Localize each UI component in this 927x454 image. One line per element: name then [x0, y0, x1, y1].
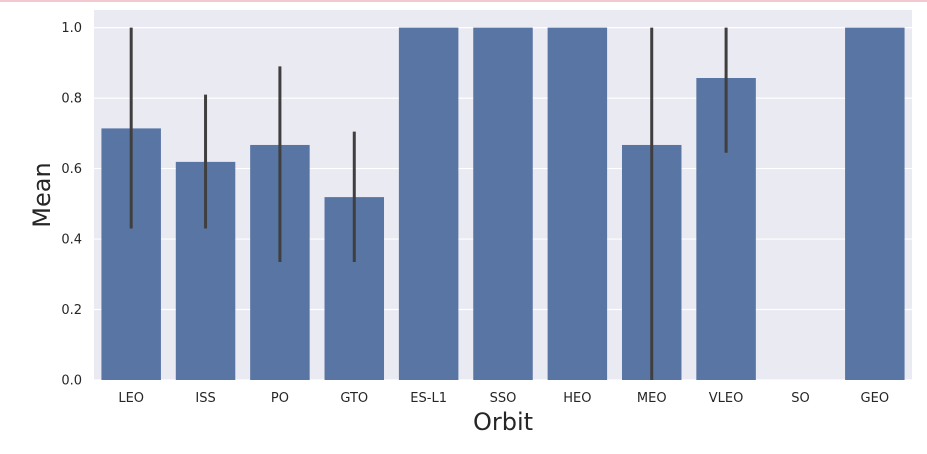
y-tick-label: 0.4 [61, 233, 82, 248]
bars [101, 27, 905, 380]
error-bars [129, 27, 728, 380]
top-border [0, 0, 927, 2]
y-tick-label: 0.6 [61, 162, 82, 177]
x-tick-label: MEO [637, 391, 667, 406]
y-tick-labels: 0.0 0.2 0.4 0.6 0.8 1.0 [61, 21, 82, 388]
x-tick-label: LEO [118, 391, 144, 406]
x-axis-label: Orbit [473, 408, 533, 436]
x-tick-label: HEO [563, 391, 591, 406]
x-tick-label: PO [271, 391, 289, 406]
x-tick-labels: LEO ISS PO GTO ES-L1 SSO HEO MEO VLEO SO GEO [118, 391, 889, 406]
y-axis-label: Mean [28, 162, 56, 227]
y-tick-label: 0.8 [61, 92, 82, 107]
bar-es-l1 [398, 27, 459, 380]
x-tick-label: ES-L1 [410, 391, 447, 406]
x-tick-label: SSO [490, 391, 517, 406]
y-tick-label: 0.2 [61, 303, 82, 318]
x-tick-label: GEO [861, 391, 890, 406]
bar-sso [473, 27, 533, 380]
x-tick-label: ISS [195, 391, 215, 406]
x-tick-label: VLEO [709, 391, 744, 406]
x-tick-label: GTO [340, 391, 368, 406]
bar-geo [845, 27, 905, 380]
y-tick-label: 0.0 [61, 374, 82, 389]
y-tick-label: 1.0 [61, 21, 82, 36]
bar-heo [547, 27, 608, 380]
x-tick-label: SO [791, 391, 809, 406]
